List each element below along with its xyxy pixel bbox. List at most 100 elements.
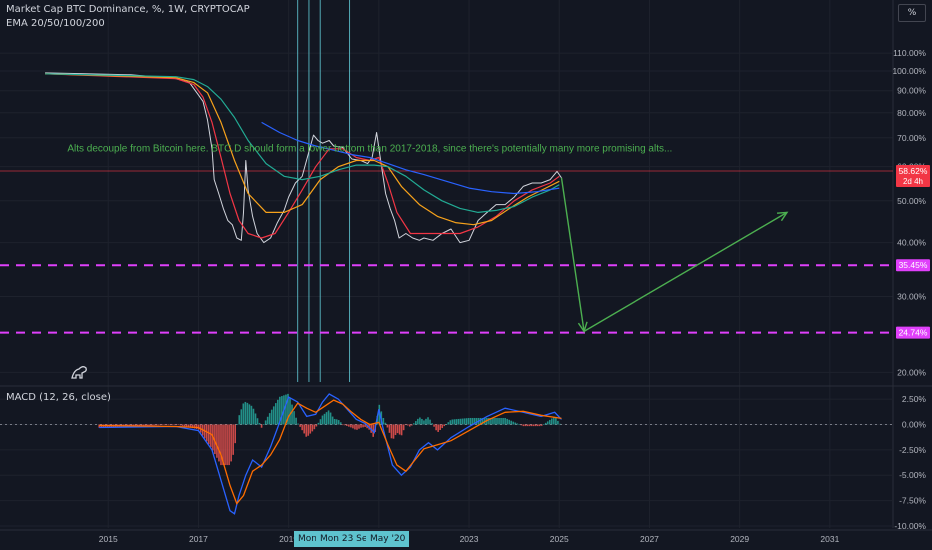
macd-histogram-bar bbox=[250, 405, 253, 425]
dashed-levels-layer bbox=[0, 170, 893, 334]
macd-legend[interactable]: MACD (12, 26, close) bbox=[6, 392, 111, 403]
macd-histogram-bar bbox=[425, 418, 427, 425]
macd-histogram-bar bbox=[364, 424, 366, 427]
y-tick-label: 50.00% bbox=[897, 196, 926, 206]
macd-histogram-bar bbox=[311, 424, 314, 432]
series-line-ema50 bbox=[45, 73, 560, 226]
symbol-legend[interactable]: Market Cap BTC Dominance, %, 1W, CRYPTOC… bbox=[6, 4, 250, 15]
macd-histogram-bar bbox=[293, 411, 295, 425]
macd-histogram-bar bbox=[467, 418, 470, 425]
macd-histogram-bar bbox=[191, 424, 194, 429]
macd-histogram-bar bbox=[544, 422, 547, 425]
macd-histogram-bar bbox=[323, 413, 326, 425]
macd-histogram-bar bbox=[516, 423, 519, 425]
macd-histogram-bar bbox=[526, 424, 529, 427]
macd-histogram-bar bbox=[546, 421, 549, 425]
macd-histogram-bar bbox=[465, 418, 468, 425]
x-tick-label: 2015 bbox=[99, 534, 118, 544]
macd-histogram-bar bbox=[439, 424, 441, 430]
macd-tick-label: 2.50% bbox=[902, 394, 927, 404]
macd-histogram-bar bbox=[500, 417, 502, 425]
y-tick-label: 70.00% bbox=[897, 133, 926, 143]
annotation-text: Alts decouple from Bitcoin here. BTC.D s… bbox=[67, 144, 672, 155]
macd-histogram-bar bbox=[384, 422, 387, 425]
macd-histogram-bar bbox=[520, 424, 523, 426]
macd-histogram-bar bbox=[232, 424, 234, 455]
macd-histogram-bar bbox=[398, 424, 401, 435]
macd-histogram-bar bbox=[238, 415, 241, 425]
macd-histogram-layer bbox=[98, 393, 561, 466]
macd-histogram-bar bbox=[165, 424, 167, 426]
macd-histogram-bar bbox=[530, 424, 533, 427]
macd-histogram-bar bbox=[388, 424, 391, 433]
macd-histogram-bar bbox=[143, 424, 145, 426]
macd-histogram-bar bbox=[528, 424, 531, 427]
macd-histogram-bar bbox=[268, 413, 271, 425]
macd-histogram-bar bbox=[277, 399, 279, 425]
macd-histogram-bar bbox=[163, 424, 165, 426]
arrow-head bbox=[776, 211, 789, 222]
macd-histogram-bar bbox=[451, 419, 454, 425]
macd-histogram-bar bbox=[195, 424, 198, 429]
price-axis-label-bg bbox=[896, 259, 930, 272]
macd-histogram-bar bbox=[149, 424, 151, 426]
macd-histogram-bar bbox=[155, 424, 157, 426]
macd-histogram-bar bbox=[220, 424, 222, 466]
macd-histogram-bar bbox=[445, 424, 448, 425]
macd-histogram-bar bbox=[498, 417, 500, 425]
macd-histogram-bar bbox=[518, 424, 521, 425]
macd-histogram-bar bbox=[343, 424, 346, 426]
macd-histogram-bar bbox=[378, 404, 381, 425]
macd-histogram-bar bbox=[475, 417, 478, 425]
macd-histogram-bar bbox=[400, 424, 403, 436]
macd-histogram-bar bbox=[492, 417, 494, 425]
y-tick-label: 100.00% bbox=[892, 66, 926, 76]
macd-histogram-bar bbox=[248, 404, 251, 425]
dino-icon[interactable] bbox=[71, 366, 87, 379]
macd-histogram-bar bbox=[222, 424, 224, 466]
macd-histogram-bar bbox=[392, 424, 395, 439]
macd-histogram-bar bbox=[469, 417, 472, 425]
macd-histogram-bar bbox=[325, 412, 328, 425]
macd-histogram-bar bbox=[437, 424, 439, 432]
macd-histogram-bar bbox=[413, 423, 415, 425]
macd-histogram-bar bbox=[260, 424, 263, 428]
macd-histogram-bar bbox=[455, 419, 458, 425]
macd-histogram-bar bbox=[463, 418, 466, 425]
ema-legend[interactable]: EMA 20/50/100/200 bbox=[6, 18, 105, 29]
macd-line bbox=[99, 393, 562, 515]
macd-histogram-bar bbox=[348, 424, 350, 427]
macd-histogram-bar bbox=[471, 417, 474, 425]
macd-histogram-bar bbox=[141, 424, 143, 426]
macd-histogram-bar bbox=[167, 424, 170, 426]
macd-histogram-bar bbox=[453, 419, 456, 425]
macd-histogram-bar bbox=[524, 424, 527, 427]
macd-histogram-bar bbox=[173, 424, 176, 426]
vertical-lines-layer bbox=[297, 0, 351, 382]
macd-histogram-bar bbox=[461, 418, 464, 425]
macd-histogram-bar bbox=[417, 418, 419, 425]
macd-histogram-bar bbox=[181, 424, 184, 426]
macd-histogram-bar bbox=[262, 424, 265, 425]
macd-histogram-bar bbox=[179, 424, 182, 426]
macd-histogram-bar bbox=[147, 424, 149, 426]
percent-scale-button[interactable]: % bbox=[898, 4, 926, 22]
macd-histogram-bar bbox=[189, 424, 192, 428]
macd-histogram-bar bbox=[514, 422, 517, 425]
macd-histogram-bar bbox=[536, 424, 539, 427]
macd-histogram-bar bbox=[431, 423, 433, 425]
macd-histogram-bar bbox=[496, 417, 498, 425]
macd-signal-line bbox=[99, 399, 562, 505]
macd-histogram-bar bbox=[356, 424, 358, 430]
macd-histogram-bar bbox=[297, 423, 299, 425]
series-line-ema20 bbox=[45, 73, 560, 239]
macd-histogram-bar bbox=[459, 418, 462, 425]
macd-histogram-bar bbox=[494, 417, 496, 425]
macd-histogram-bar bbox=[410, 424, 413, 426]
macd-histogram-bar bbox=[289, 398, 291, 425]
macd-histogram-bar bbox=[362, 424, 364, 428]
macd-histogram-bar bbox=[303, 424, 306, 434]
macd-histogram-bar bbox=[502, 417, 504, 425]
macd-tick-label: -7.50% bbox=[899, 496, 926, 506]
